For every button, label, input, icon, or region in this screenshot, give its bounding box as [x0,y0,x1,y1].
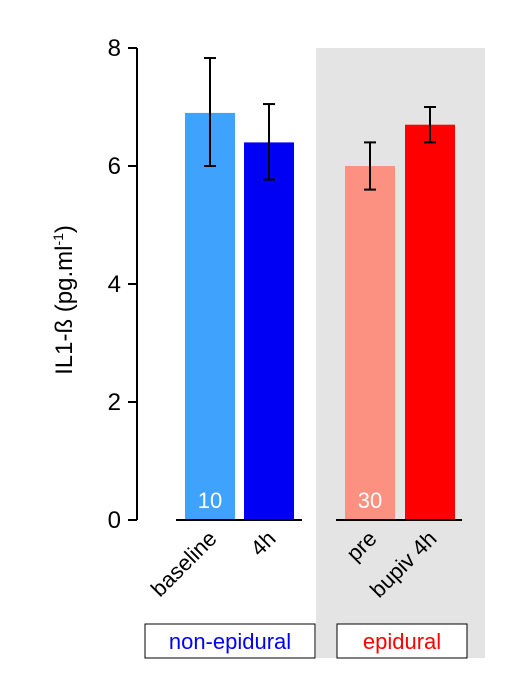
x-tick-label: 4h [246,526,281,561]
legend-box [336,623,468,659]
group-legend: non-epidural epidural [144,623,468,659]
bars [185,112,455,521]
legend-label: non-epidural [169,629,291,654]
bar [185,112,235,521]
n-labels: 10 30 [198,488,382,513]
x-tick-label: baseline [146,526,222,602]
y-tick-label: 2 [108,389,121,416]
legend-label: epidural [363,629,441,654]
y-tick-label: 4 [108,271,121,298]
y-tick-label: 6 [108,153,121,180]
y-tick-label: 0 [108,507,121,534]
n-label: 30 [358,488,382,513]
bar [244,142,294,520]
error-bars [204,57,436,191]
n-label: 10 [198,488,222,513]
y-tick-label: 8 [108,35,121,62]
y-axis: 0 2 4 6 8 [108,35,138,534]
bar [405,124,455,520]
legend-box [144,623,316,659]
epidural-shade [316,48,485,658]
bar [345,166,395,520]
y-axis-label: IL1-ß (pg.ml-1) [50,225,78,375]
